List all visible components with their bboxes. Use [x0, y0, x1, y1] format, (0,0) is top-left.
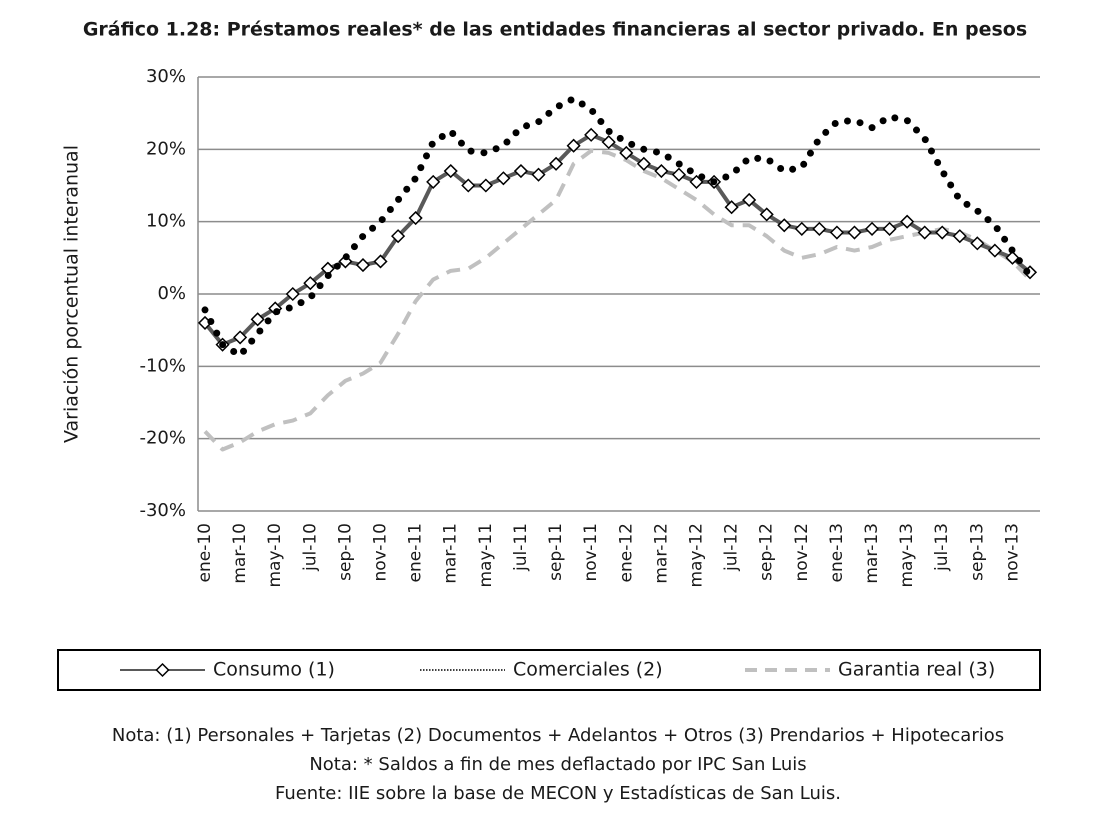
x-tick-label: may-12 — [686, 523, 706, 588]
point-marker — [1005, 250, 1020, 265]
legend-marker — [155, 662, 170, 678]
x-tick-label: ene-11 — [406, 523, 426, 582]
series-line — [203, 132, 1032, 347]
series-line — [203, 148, 1032, 452]
point-marker — [777, 218, 792, 233]
point-marker — [671, 167, 686, 182]
point-marker — [285, 286, 300, 302]
x-tick-label: jul-13 — [932, 523, 952, 572]
y-tick-label: -10% — [139, 355, 186, 376]
point-marker — [812, 221, 827, 236]
x-tick-label: may-10 — [265, 523, 285, 588]
x-tick-label: nov-12 — [792, 523, 812, 582]
x-tick-label: mar-10 — [230, 523, 250, 584]
y-tick-label: 20% — [146, 138, 186, 159]
x-tick-label: ene-10 — [195, 523, 215, 582]
x-tick-label: mar-11 — [441, 523, 461, 584]
x-tick-label: may-11 — [476, 523, 496, 588]
note: Fuente: IIE sobre la base de MECON y Est… — [275, 783, 841, 804]
point-marker — [829, 225, 844, 240]
point-marker — [970, 236, 985, 251]
point-marker — [566, 138, 581, 153]
legend-label: Consumo (1) — [213, 659, 335, 681]
point-marker — [496, 171, 511, 186]
y-axis-label: Variación porcentual interanual — [61, 145, 83, 443]
series-line — [201, 95, 1034, 359]
point-marker — [355, 258, 371, 273]
legend-label: Comerciales (2) — [513, 659, 663, 681]
legend-box — [57, 649, 1041, 691]
point-marker — [935, 225, 950, 240]
point-marker — [513, 163, 529, 179]
x-tick-label: sep-10 — [335, 523, 355, 581]
point-marker — [426, 174, 441, 189]
x-tick-label: jul-11 — [511, 523, 531, 572]
point-marker — [952, 229, 967, 244]
x-tick-label: jul-10 — [300, 523, 320, 572]
x-tick-label: jul-12 — [722, 523, 742, 572]
x-tick-label: nov-10 — [371, 523, 391, 582]
point-marker — [584, 127, 599, 142]
point-marker — [233, 330, 248, 345]
y-tick-label: -30% — [139, 500, 186, 521]
point-marker — [443, 163, 458, 179]
point-marker — [900, 214, 915, 229]
point-marker — [987, 243, 1002, 258]
x-tick-label: mar-12 — [651, 523, 671, 584]
point-marker — [531, 167, 546, 182]
point-marker — [338, 254, 353, 269]
note: Nota: * Saldos a fin de mes deflactado p… — [309, 754, 806, 775]
point-marker — [619, 145, 634, 161]
x-tick-label: nov-13 — [1002, 523, 1022, 582]
x-tick-label: nov-11 — [581, 523, 601, 582]
y-tick-label: 0% — [157, 283, 186, 304]
point-marker — [759, 207, 774, 222]
point-marker — [794, 221, 809, 236]
x-tick-label: sep-11 — [546, 523, 566, 581]
point-marker — [917, 225, 932, 240]
y-tick-label: 30% — [146, 66, 186, 87]
point-marker — [724, 200, 739, 215]
x-tick-label: ene-13 — [827, 523, 847, 582]
point-marker — [461, 178, 476, 193]
point-marker — [549, 156, 564, 171]
point-marker — [250, 312, 265, 327]
x-tick-label: sep-12 — [757, 523, 777, 581]
x-tick-label: sep-13 — [967, 523, 987, 581]
point-marker — [408, 210, 423, 226]
point-marker — [742, 192, 757, 208]
x-tick-label: mar-13 — [862, 523, 882, 584]
point-marker — [601, 135, 616, 150]
point-marker — [636, 156, 651, 171]
y-tick-label: 10% — [146, 211, 186, 232]
x-tick-label: ene-12 — [616, 523, 636, 582]
point-marker — [882, 221, 897, 236]
point-marker — [373, 254, 388, 269]
legend-label: Garantia real (3) — [838, 659, 995, 681]
point-marker — [303, 276, 318, 291]
point-marker — [391, 229, 406, 244]
x-tick-label: may-13 — [897, 523, 917, 588]
point-marker — [864, 221, 880, 236]
point-marker — [654, 163, 669, 179]
y-tick-label: -20% — [139, 428, 186, 449]
point-marker — [847, 225, 862, 240]
chart-title: Gráfico 1.28: Préstamos reales* de las e… — [83, 19, 1027, 41]
note: Nota: (1) Personales + Tarjetas (2) Docu… — [112, 725, 1004, 746]
point-marker — [478, 178, 493, 193]
